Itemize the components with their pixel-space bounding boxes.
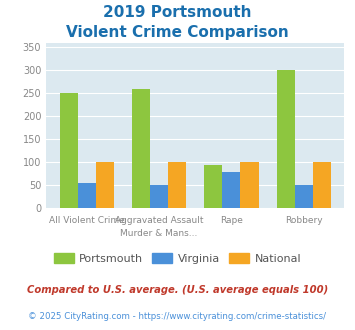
Text: Robbery: Robbery: [285, 216, 322, 225]
Text: Aggravated Assault: Aggravated Assault: [115, 216, 203, 225]
Bar: [313, 162, 331, 208]
Bar: [78, 183, 96, 208]
Text: All Violent Crime: All Violent Crime: [49, 216, 125, 225]
Bar: [295, 185, 313, 208]
Bar: [240, 162, 258, 208]
Bar: [132, 89, 150, 208]
Text: 2019 Portsmouth: 2019 Portsmouth: [103, 5, 252, 20]
Bar: [60, 93, 78, 208]
Text: Compared to U.S. average. (U.S. average equals 100): Compared to U.S. average. (U.S. average …: [27, 285, 328, 295]
Bar: [222, 172, 240, 208]
Text: Murder & Mans...: Murder & Mans...: [120, 229, 198, 238]
Bar: [204, 165, 222, 208]
Text: Rape: Rape: [220, 216, 243, 225]
Text: Violent Crime Comparison: Violent Crime Comparison: [66, 25, 289, 40]
Text: © 2025 CityRating.com - https://www.cityrating.com/crime-statistics/: © 2025 CityRating.com - https://www.city…: [28, 312, 327, 321]
Bar: [168, 162, 186, 208]
Bar: [277, 70, 295, 208]
Legend: Portsmouth, Virginia, National: Portsmouth, Virginia, National: [49, 248, 306, 268]
Bar: [96, 162, 114, 208]
Bar: [150, 185, 168, 208]
